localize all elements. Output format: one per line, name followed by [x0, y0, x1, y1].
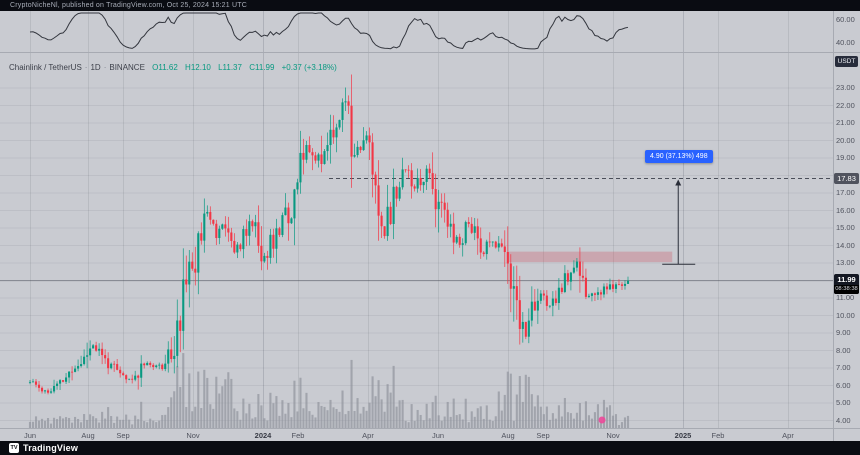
pane-separators — [0, 11, 860, 441]
last-price-label: 11.99 08:38:38 — [834, 274, 859, 294]
legend-separator: · — [84, 63, 88, 72]
ohlc-high: H12.10 — [185, 63, 211, 72]
indicator-line — [29, 12, 629, 50]
attribution-bar: CryptoNicheNl, published on TradingView.… — [0, 0, 860, 11]
ohlc-close: C11.99 — [249, 63, 275, 72]
volume-bars — [28, 353, 630, 428]
candles — [28, 74, 630, 395]
symbol-name[interactable]: Chainlink / TetherUS — [9, 63, 82, 72]
legend-separator: · — [103, 63, 107, 72]
attribution-text: CryptoNicheNl, published on TradingView.… — [10, 2, 247, 9]
exchange-label[interactable]: BINANCE — [109, 63, 145, 72]
symbol-legend[interactable]: Chainlink / TetherUS · 1D · BINANCE O11.62 H… — [9, 63, 337, 72]
currency-badge[interactable]: USDT — [835, 56, 858, 67]
footer-bar: TV TradingView — [0, 441, 860, 455]
level-lines[interactable] — [0, 177, 833, 282]
level-price-label: 17.83 — [834, 173, 859, 184]
ohlc-change: +0.37 (+3.18%) — [281, 63, 337, 72]
bar-countdown: 08:38:38 — [834, 285, 859, 294]
supply-zone[interactable] — [508, 251, 673, 263]
brand-name[interactable]: TradingView — [23, 443, 79, 453]
ohlc-low: L11.37 — [218, 63, 242, 72]
ohlc-open: O11.62 — [152, 63, 178, 72]
sticker-icon[interactable] — [598, 416, 606, 424]
measurement-arrow[interactable] — [662, 179, 696, 265]
last-price-value: 11.99 — [837, 275, 856, 284]
interval-label[interactable]: 1D — [90, 63, 101, 72]
tradingview-logo-icon[interactable]: TV — [9, 443, 19, 453]
measurement-label[interactable]: 4.90 (37.13%) 498 — [645, 150, 713, 163]
grid-lines — [0, 11, 833, 428]
